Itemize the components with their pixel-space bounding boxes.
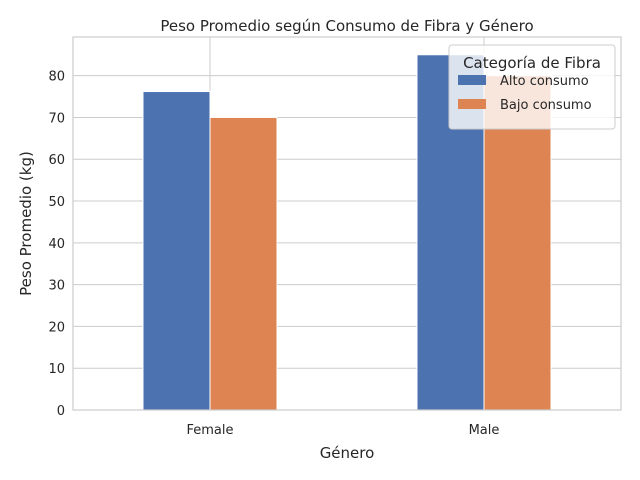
y-axis-ticks: 0 10 20 30 40 50 60 70 80 — [48, 70, 65, 419]
y-tick-label: 30 — [48, 279, 65, 294]
x-tick-label: Female — [186, 423, 233, 438]
chart-title: Peso Promedio según Consumo de Fibra y G… — [160, 17, 533, 35]
legend-box — [448, 44, 616, 130]
y-tick-label: 70 — [48, 111, 65, 126]
y-tick-label: 80 — [48, 70, 65, 85]
x-axis-label: Género — [320, 444, 375, 462]
legend: Categoría de Fibra Alto consumo Bajo cons… — [448, 44, 616, 130]
legend-swatch — [458, 99, 486, 109]
x-axis-ticks: Female Male — [186, 423, 499, 438]
y-tick-label: 0 — [57, 404, 65, 419]
legend-items: Alto consumo Bajo consumo — [458, 74, 592, 113]
legend-title: Categoría de Fibra — [463, 54, 601, 72]
y-tick-label: 50 — [48, 195, 65, 210]
plot-frame — [72, 36, 622, 411]
legend-swatch — [458, 75, 486, 85]
y-tick-label: 40 — [48, 237, 65, 252]
bar — [142, 91, 211, 411]
x-tick-label: Male — [469, 423, 500, 438]
y-tick-label: 10 — [48, 362, 65, 377]
bar — [209, 116, 278, 411]
legend-label: Alto consumo — [500, 74, 589, 89]
legend-label: Bajo consumo — [500, 98, 592, 113]
bars — [142, 54, 552, 411]
y-tick-label: 20 — [48, 320, 65, 335]
y-axis-label: Peso Promedio (kg) — [17, 151, 35, 296]
y-tick-label: 60 — [48, 153, 65, 168]
bar — [483, 75, 552, 411]
